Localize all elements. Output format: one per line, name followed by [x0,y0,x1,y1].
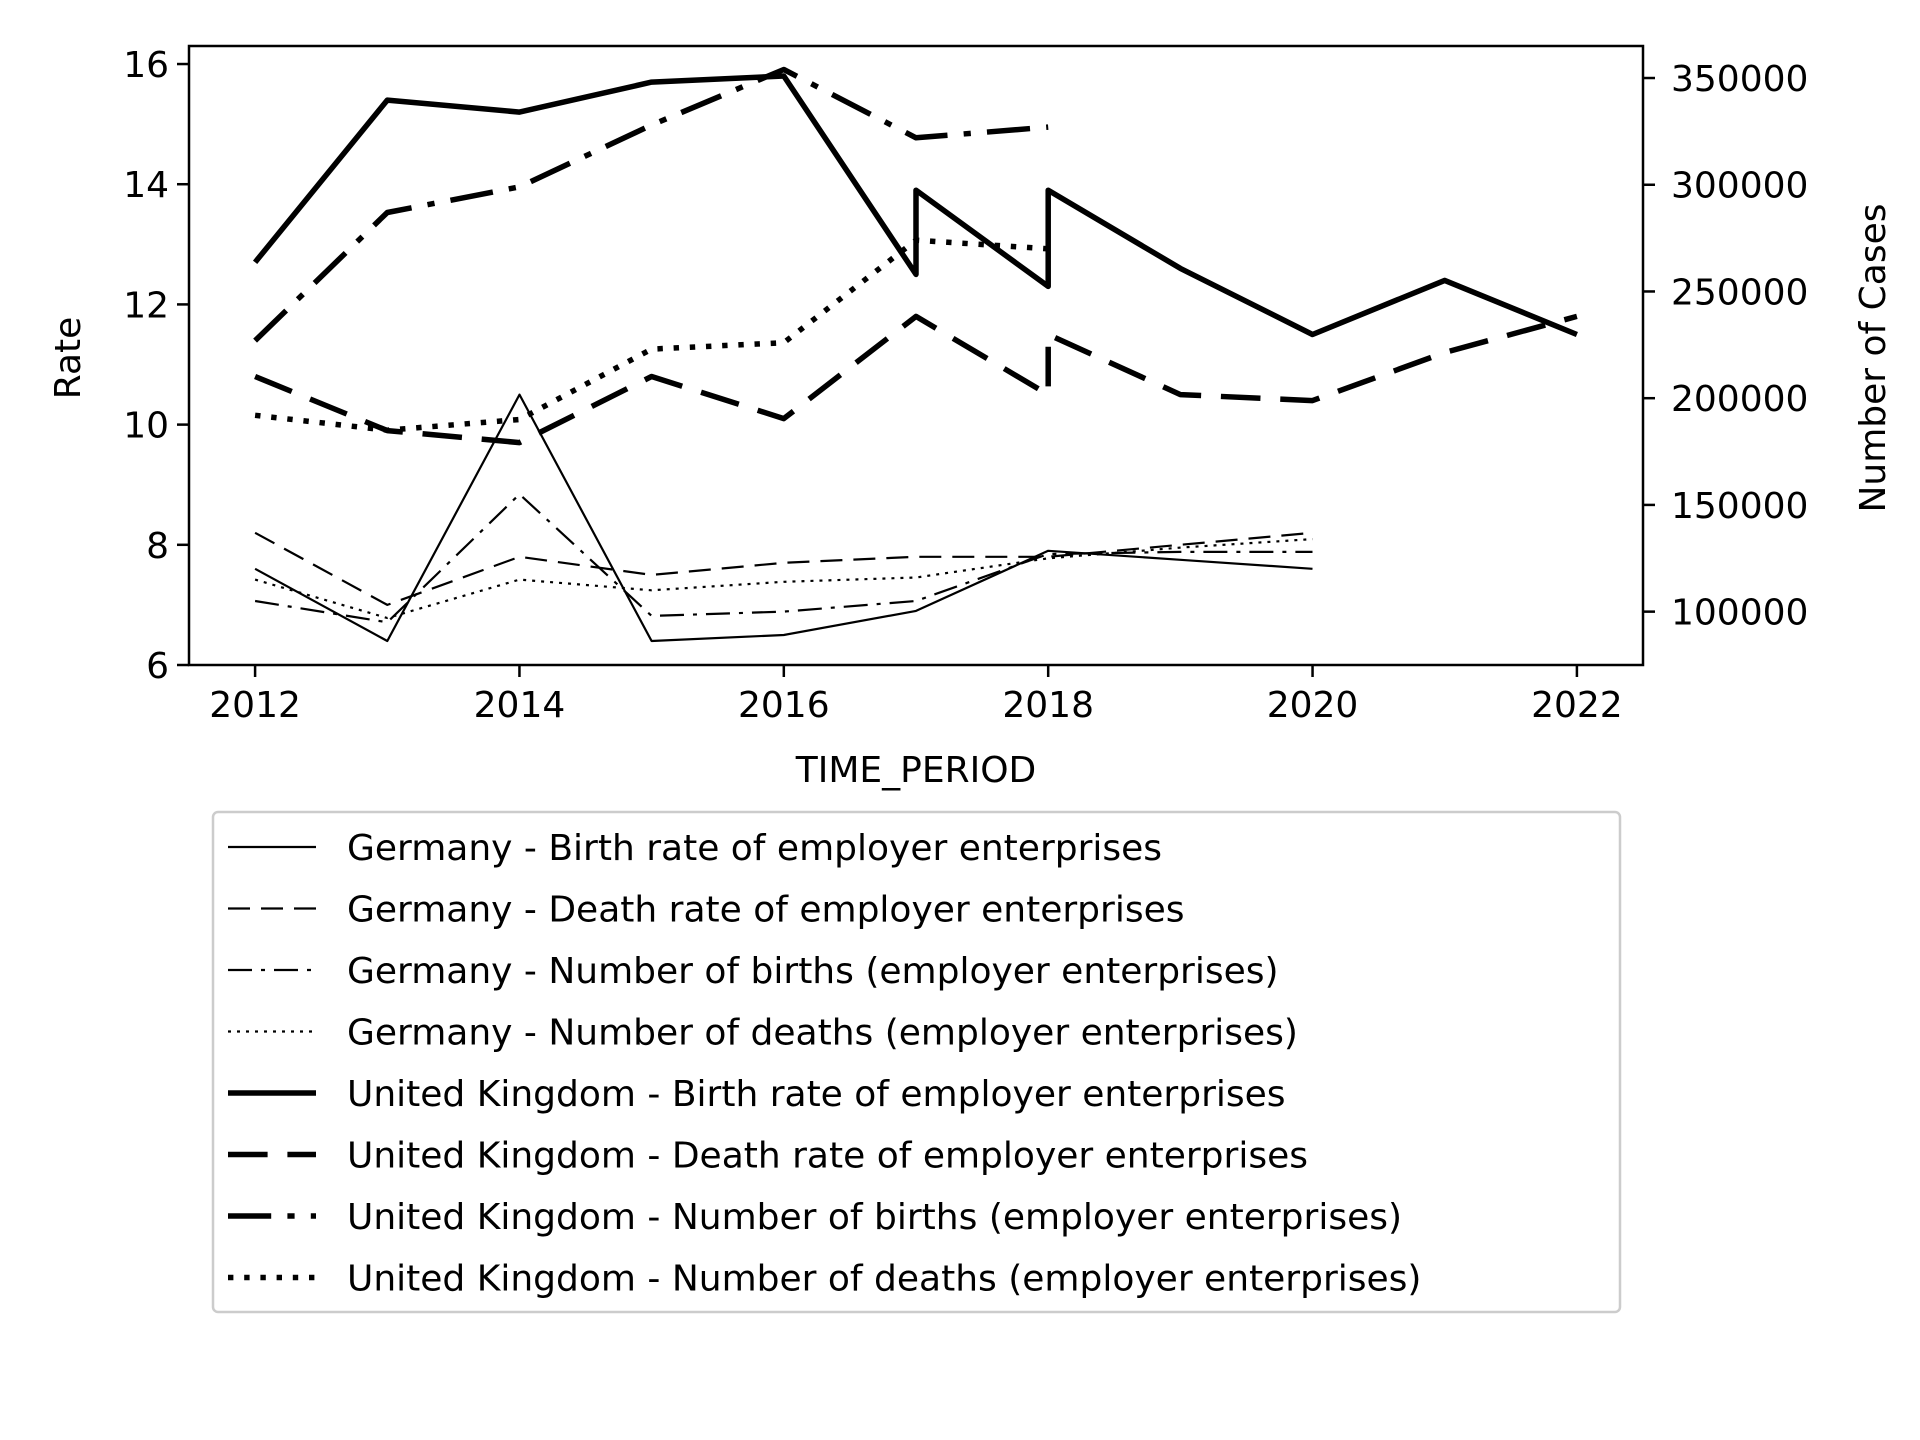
series-line-6 [254,313,1578,446]
series-line-7 [253,66,1049,343]
y-tick-label: 14 [123,165,169,206]
series-line-3 [254,493,1313,624]
x-axis-title: TIME_PERIOD [795,750,1037,791]
y-tick-label: 16 [123,45,169,86]
x-tick-label: 2020 [1267,685,1359,726]
series-line-8 [254,237,1049,433]
series-line-2 [254,531,1313,606]
y-axis-title: Rate [48,317,89,400]
x-tick-label: 2022 [1531,685,1623,726]
y-tick-label: 6 [146,646,169,687]
legend-label-3: Germany - Number of births (employer ent… [347,951,1279,992]
y-tick-label: 8 [146,526,169,567]
series-line-1 [254,393,1313,643]
y-tick-label: 10 [123,406,169,447]
y-tick-label: 12 [123,285,169,326]
legend-label-4: Germany - Number of deaths (employer ent… [347,1013,1298,1054]
legend-label-1: Germany - Birth rate of employer enterpr… [347,828,1162,869]
legend: Germany - Birth rate of employer enterpr… [211,810,1622,1314]
legend-label-2: Germany - Death rate of employer enterpr… [347,890,1185,931]
x-tick-label: 2018 [1002,685,1094,726]
x-axis: 2012 2014 2016 2018 2020 2022 [209,665,1623,726]
legend-label-7: United Kingdom - Number of births (emplo… [347,1197,1402,1238]
y2-axis-title: Number of Cases [1853,203,1894,512]
legend-label-8: United Kingdom - Number of deaths (emplo… [347,1259,1421,1300]
legend-label-5: United Kingdom - Birth rate of employer … [347,1074,1286,1115]
legend-box [211,810,1622,1314]
y2-tick-label: 300000 [1671,166,1808,207]
x-tick-label: 2016 [738,685,830,726]
x-tick-label: 2014 [474,685,566,726]
y2-tick-label: 150000 [1671,486,1808,527]
plot-frame [187,44,1645,667]
x-tick-label: 2012 [209,685,301,726]
legend-label-6: United Kingdom - Death rate of employer … [347,1136,1308,1177]
y2-tick-label: 100000 [1671,593,1808,634]
series-line-4 [254,538,1313,620]
series-line-5 [252,73,1578,338]
y-axis-right: 100000 150000 200000 250000 300000 350000 [1643,59,1808,634]
y2-tick-label: 200000 [1671,379,1808,420]
y-axis-left: 6 8 10 12 14 16 [123,45,189,687]
y2-tick-label: 250000 [1671,272,1808,313]
y2-tick-label: 350000 [1671,59,1808,100]
plot-area [252,66,1578,643]
